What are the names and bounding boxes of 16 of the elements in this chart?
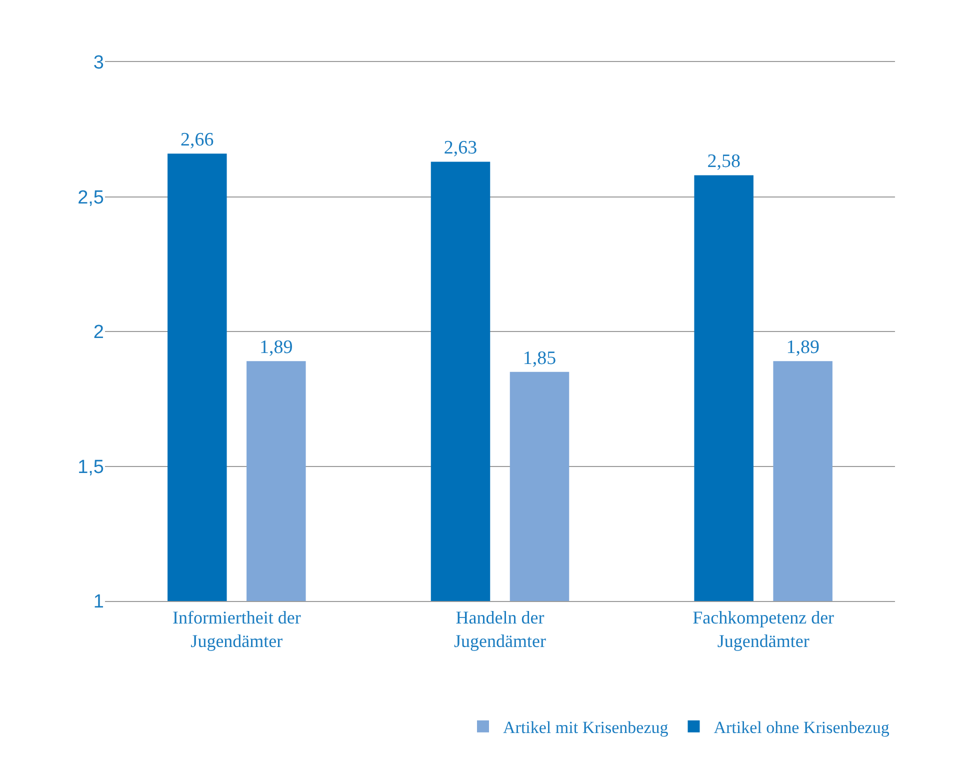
x-tick-label: Handeln der Jugendämter xyxy=(454,608,546,651)
y-tick-label: 1,5 xyxy=(78,456,104,478)
legend-label: Artikel mit Krisenbezug xyxy=(503,718,669,737)
data-label: 2,66 xyxy=(180,130,214,151)
x-tick-label: Fachkompetenz der Jugendämter xyxy=(692,608,834,651)
data-label: 1,89 xyxy=(260,337,293,358)
legend-label: Artikel ohne Krisenbezug xyxy=(714,718,890,737)
data-label: 1,85 xyxy=(522,348,556,369)
data-label: 2,58 xyxy=(707,151,740,172)
y-tick-label: 1 xyxy=(93,592,104,613)
data-label: 1,89 xyxy=(786,337,820,358)
data-label: 2,63 xyxy=(444,138,478,159)
y-tick-label: 2,5 xyxy=(78,187,104,208)
y-tick-label: 3 xyxy=(93,52,104,74)
y-tick-label: 2 xyxy=(93,322,104,344)
x-tick-label: Informiertheit der Jugendämter xyxy=(172,608,301,651)
